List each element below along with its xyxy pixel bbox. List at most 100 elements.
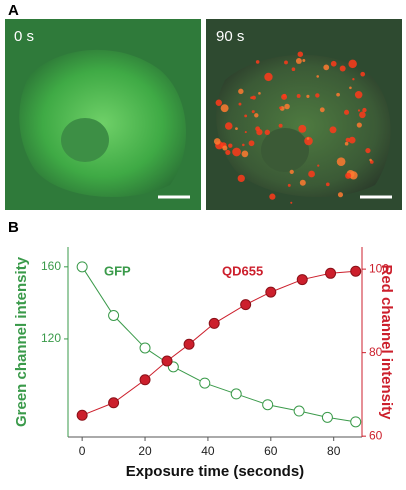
- spot: [297, 51, 304, 57]
- point: [293, 405, 305, 417]
- spot: [237, 174, 245, 183]
- spot: [330, 60, 337, 67]
- spot: [284, 60, 288, 65]
- series-line: [81, 266, 356, 423]
- spot: [357, 109, 361, 112]
- point: [161, 355, 173, 367]
- nucleus: [261, 128, 309, 172]
- spot: [295, 58, 302, 64]
- spot: [279, 106, 282, 110]
- image-90s: 90 s: [206, 19, 402, 210]
- spot: [299, 179, 306, 186]
- spot: [365, 148, 371, 154]
- spot: [308, 170, 315, 178]
- point: [321, 411, 333, 423]
- spot: [345, 172, 352, 179]
- spot: [244, 131, 247, 134]
- spot: [352, 78, 355, 81]
- spot: [344, 109, 350, 115]
- spot: [244, 114, 248, 118]
- spot: [315, 93, 320, 98]
- spot: [224, 122, 233, 130]
- point: [108, 310, 120, 322]
- spot: [284, 103, 290, 110]
- y-tick-label: 160: [41, 259, 61, 273]
- spot: [238, 102, 242, 106]
- series-line: [81, 270, 356, 416]
- spot: [258, 92, 261, 95]
- spot: [329, 126, 337, 134]
- spot: [242, 143, 245, 147]
- image-0s: 0 s: [5, 19, 201, 210]
- point: [296, 274, 308, 286]
- spot: [220, 104, 229, 113]
- point: [230, 388, 242, 400]
- spot: [215, 99, 223, 106]
- y-tick-label: 120: [41, 331, 61, 345]
- spot: [362, 107, 367, 113]
- x-axis-label: Exposure time (seconds): [126, 463, 304, 480]
- point: [139, 342, 151, 354]
- spot: [337, 192, 344, 198]
- panel-label: B: [8, 219, 19, 236]
- spot: [306, 94, 310, 98]
- spot: [359, 111, 366, 119]
- spot: [213, 138, 221, 145]
- x-tick-label: 20: [138, 444, 152, 458]
- y2-tick-label: 100: [369, 261, 389, 275]
- spot: [225, 149, 231, 156]
- point: [199, 377, 211, 389]
- cell: [19, 49, 187, 197]
- x-tick-label: 40: [201, 444, 215, 458]
- x-tick-label: 0: [79, 444, 86, 458]
- spot: [316, 75, 320, 78]
- spot: [345, 137, 351, 143]
- point: [265, 286, 277, 298]
- spot: [296, 94, 301, 98]
- spot: [323, 64, 330, 71]
- spot: [360, 71, 366, 77]
- image-label: 0 s: [14, 28, 34, 45]
- spot: [319, 107, 325, 113]
- spot: [348, 59, 357, 69]
- spot: [238, 88, 244, 95]
- spot: [232, 147, 241, 157]
- x-tick-label: 80: [327, 444, 341, 458]
- point: [108, 397, 120, 409]
- spot: [317, 164, 320, 167]
- spot: [248, 140, 255, 147]
- point: [139, 374, 151, 386]
- point: [240, 299, 252, 311]
- spot: [344, 141, 349, 146]
- spot: [254, 113, 259, 118]
- spot: [369, 158, 372, 162]
- point: [350, 265, 362, 277]
- spot: [349, 86, 352, 90]
- y2-tick-label: 60: [369, 428, 383, 442]
- spot: [241, 150, 249, 158]
- spot: [250, 96, 253, 100]
- spot: [336, 92, 340, 97]
- spot: [356, 122, 362, 128]
- spot: [264, 129, 270, 136]
- spot: [348, 136, 356, 144]
- spot: [251, 95, 256, 100]
- spot: [222, 145, 228, 151]
- spot: [264, 72, 273, 82]
- point: [76, 409, 88, 421]
- spot: [291, 67, 296, 72]
- spot: [228, 143, 233, 148]
- point: [183, 338, 195, 350]
- spot: [282, 93, 287, 98]
- spot: [290, 201, 293, 204]
- spot: [304, 136, 313, 146]
- spot: [289, 169, 294, 174]
- spot: [255, 126, 261, 132]
- spot: [302, 58, 306, 62]
- spot: [339, 65, 346, 72]
- spot: [287, 183, 291, 187]
- spot: [278, 123, 283, 128]
- spot: [235, 127, 238, 131]
- spot: [325, 182, 330, 187]
